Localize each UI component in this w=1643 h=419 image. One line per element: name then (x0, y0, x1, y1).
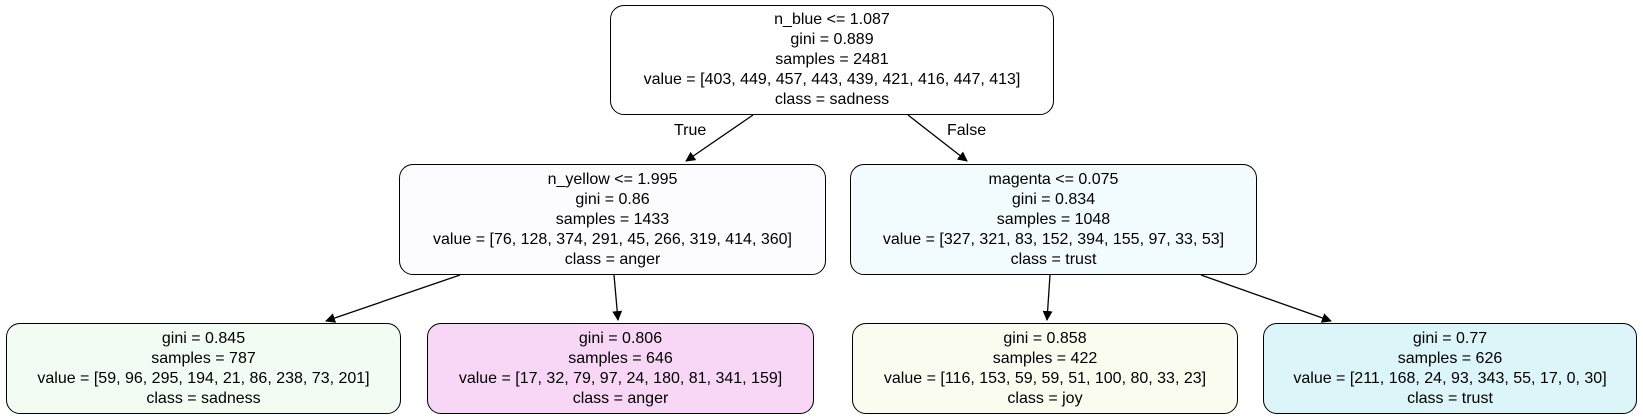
gini-value: gini = 0.86 (575, 190, 650, 208)
split-condition: magenta <= 0.075 (988, 170, 1119, 188)
edge-label-true: True (674, 122, 707, 139)
predicted-class: class = sadness (774, 91, 890, 108)
gini-value: gini = 0.858 (1003, 329, 1087, 347)
class-distribution: value = [59, 96, 295, 194, 21, 86, 238, … (37, 369, 370, 387)
sample-count: samples = 2481 (775, 51, 889, 68)
gini-value: gini = 0.834 (1011, 190, 1096, 208)
edge-root-to-right (907, 114, 968, 162)
edge-right-to-leaf3 (1042, 274, 1053, 321)
sample-count: samples = 626 (1397, 349, 1503, 367)
class-distribution: value = [76, 128, 374, 291, 45, 266, 319… (433, 230, 792, 248)
edge-left-to-leaf2 (612, 274, 623, 321)
class-distribution: value = [211, 168, 24, 93, 343, 55, 17, … (1293, 369, 1607, 387)
edge-right-to-leaf4 (1200, 274, 1332, 323)
edge-label-false: False (947, 122, 987, 139)
sample-count: samples = 1433 (555, 210, 670, 228)
class-distribution: value = [403, 449, 457, 443, 439, 421, 4… (643, 71, 1021, 88)
predicted-class: class = anger (572, 389, 669, 407)
sample-count: samples = 1048 (996, 210, 1111, 228)
leaf-node-3: gini = 0.858 samples = 422 value = [116,… (852, 323, 1238, 414)
class-distribution: value = [116, 153, 59, 59, 51, 100, 80, … (883, 369, 1207, 387)
predicted-class: class = anger (564, 250, 661, 268)
root-node: n_blue <= 1.087 gini = 0.889 samples = 2… (610, 5, 1054, 115)
sample-count: samples = 787 (151, 349, 256, 367)
split-condition: n_blue <= 1.087 (774, 11, 890, 28)
gini-value: gini = 0.806 (578, 329, 663, 347)
edge-left-to-leaf1 (325, 274, 461, 323)
gini-value: gini = 0.77 (1412, 329, 1488, 347)
leaf-node-2: gini = 0.806 samples = 646 value = [17, … (427, 323, 814, 414)
class-distribution: value = [327, 321, 83, 152, 394, 155, 97… (882, 230, 1225, 248)
sample-count: samples = 646 (568, 349, 673, 367)
edge-root-to-left (685, 114, 754, 162)
gini-value: gini = 0.845 (161, 329, 246, 347)
leaf-node-1: gini = 0.845 samples = 787 value = [59, … (6, 323, 401, 414)
predicted-class: class = joy (1007, 389, 1083, 407)
leaf-node-4: gini = 0.77 samples = 626 value = [211, … (1263, 323, 1637, 414)
sample-count: samples = 422 (992, 349, 1098, 367)
gini-value: gini = 0.889 (790, 31, 874, 48)
split-condition: n_yellow <= 1.995 (547, 170, 678, 188)
class-distribution: value = [17, 32, 79, 97, 24, 180, 81, 34… (458, 369, 783, 387)
left-split-node: n_yellow <= 1.995 gini = 0.86 samples = … (399, 164, 826, 275)
predicted-class: class = sadness (146, 389, 261, 407)
predicted-class: class = trust (1010, 250, 1097, 268)
predicted-class: class = trust (1407, 389, 1493, 407)
right-split-node: magenta <= 0.075 gini = 0.834 samples = … (850, 164, 1257, 275)
